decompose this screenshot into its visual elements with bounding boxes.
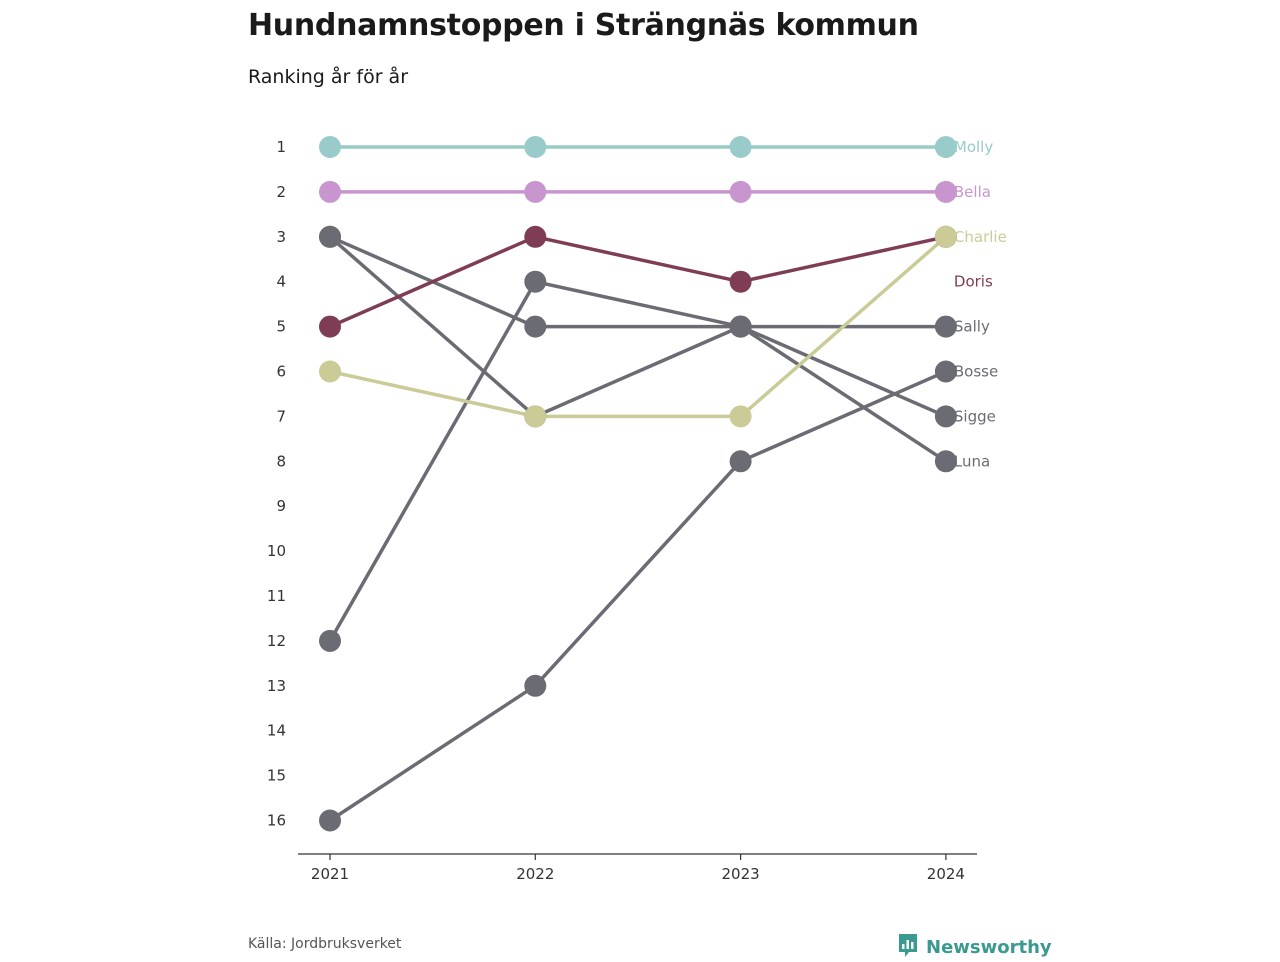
point-molly-2023 [729, 136, 752, 158]
y-tick-label: 16 [267, 812, 286, 830]
series-label-charlie: Charlie [954, 228, 1007, 246]
point-bosse-2023 [729, 450, 752, 473]
point-bella-2023 [729, 180, 752, 203]
brand-name: Newsworthy [926, 936, 1052, 958]
point-bosse-2022 [524, 674, 547, 697]
x-tick-label: 2022 [516, 865, 554, 883]
point-sally-2021 [319, 629, 341, 652]
point-sigge-2024 [934, 405, 957, 428]
series-label-doris: Doris [954, 273, 993, 291]
y-tick-label: 9 [276, 497, 286, 515]
y-tick-label: 2 [276, 183, 286, 201]
y-tick-label: 10 [267, 542, 286, 560]
point-molly-2021 [319, 136, 341, 158]
point-charlie-2022 [524, 405, 547, 428]
series-label-bella: Bella [954, 183, 991, 201]
point-doris-2022 [524, 225, 547, 248]
y-tick-label: 11 [267, 587, 286, 605]
point-doris-2021 [319, 315, 341, 338]
point-charlie-2023 [729, 405, 752, 428]
y-tick-label: 12 [267, 632, 286, 650]
point-bella-2022 [524, 180, 547, 203]
y-tick-label: 14 [267, 722, 286, 740]
series-points [319, 136, 957, 832]
source-note: Källa: Jordbruksverket [248, 936, 402, 952]
y-tick-label: 1 [276, 138, 286, 156]
point-sigge-2021 [319, 225, 341, 248]
y-tick-label: 15 [267, 767, 286, 785]
x-tick-label: 2021 [311, 865, 349, 883]
point-sally-2024 [934, 315, 957, 338]
series-line-sally [328, 279, 948, 643]
series-labels: Luna Sigge Bosse Sally Doris Charlie Bella Moll… [954, 138, 1007, 470]
y-tick-label: 13 [267, 677, 286, 695]
chart-title: Hundnamnstoppen i Strängnäs kommun [248, 8, 919, 43]
series-lines [328, 145, 948, 823]
point-bosse-2021 [319, 809, 341, 832]
y-tick-label: 6 [276, 363, 286, 381]
y-tick-label: 5 [276, 318, 286, 336]
point-bella-2021 [319, 180, 341, 203]
y-tick-label: 4 [276, 273, 286, 291]
series-label-luna: Luna [954, 452, 990, 470]
y-tick-label: 7 [276, 407, 286, 425]
series-label-molly: Molly [954, 138, 993, 156]
series-line-bosse [328, 369, 948, 823]
y-tick-label: 8 [276, 452, 286, 470]
newsworthy-logo-icon [897, 932, 919, 962]
point-charlie-2024 [934, 225, 957, 248]
x-tick-label: 2023 [722, 865, 760, 883]
point-molly-2024 [934, 136, 957, 158]
point-bosse-2024 [934, 360, 957, 383]
point-sigge-2022 [524, 315, 547, 338]
series-label-bosse: Bosse [954, 363, 998, 381]
point-charlie-2021 [319, 360, 341, 383]
point-doris-2023 [729, 270, 752, 293]
series-line-charlie [328, 235, 948, 419]
chart-subtitle: Ranking år för år [248, 66, 409, 88]
point-molly-2022 [524, 136, 547, 158]
brand: Newsworthy [897, 932, 1052, 962]
x-axis: 2021 2022 2023 2024 [298, 853, 977, 883]
point-bella-2024 [934, 180, 957, 203]
point-luna-2024 [934, 450, 957, 473]
y-tick-label: 3 [276, 228, 286, 246]
series-line-luna [328, 235, 948, 464]
series-line-doris [328, 235, 948, 329]
series-label-sigge: Sigge [954, 407, 996, 425]
point-sally-2023 [729, 315, 752, 338]
series-label-sally: Sally [954, 318, 990, 336]
point-sally-2022 [524, 270, 547, 293]
x-tick-label: 2024 [927, 865, 965, 883]
